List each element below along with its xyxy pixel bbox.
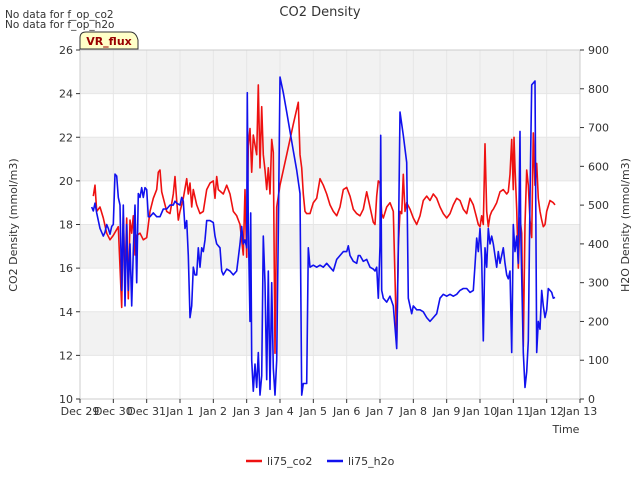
y2-tick-label: 600: [588, 160, 609, 173]
y-tick-label: 20: [59, 175, 73, 188]
x-tick-label: Jan 5: [299, 405, 327, 418]
x-tick-label: Jan 2: [199, 405, 227, 418]
x-axis-label: Time: [552, 423, 580, 436]
series-line-li75_h2o: [90, 76, 556, 396]
y-tick-label: 22: [59, 131, 73, 144]
plot-band: [80, 137, 580, 181]
y2-tick-label: 400: [588, 238, 609, 251]
legend-label-h2o: li75_h2o: [348, 455, 395, 468]
x-tick-label: Jan 3: [232, 405, 260, 418]
x-tick-label: Jan 7: [365, 405, 393, 418]
y-tick-label: 12: [59, 349, 73, 362]
legend: li75_co2 li75_h2o: [246, 455, 395, 468]
y-tick-label: 10: [59, 393, 73, 406]
x-tick-label: Jan 6: [332, 405, 360, 418]
y-tick-label: 16: [59, 262, 73, 275]
site-badge: VR_flux: [79, 31, 139, 50]
y2-tick-label: 0: [588, 393, 595, 406]
y2-axis-ticks: 0 100 200 300 400 500 600 700 800 900: [580, 44, 609, 406]
y2-tick-label: 100: [588, 354, 609, 367]
x-tick-label: Jan 9: [432, 405, 460, 418]
y-tick-label: 26: [59, 44, 73, 57]
y2-tick-label: 900: [588, 44, 609, 57]
x-tick-label: Jan 1: [165, 405, 193, 418]
x-tick-label: Jan 8: [399, 405, 427, 418]
x-tick-label: Dec 31: [127, 405, 166, 418]
plot-band: [80, 93, 580, 138]
x-tick-label: Jan 13: [562, 405, 597, 418]
y-tick-label: 24: [59, 88, 73, 101]
plot-band: [80, 268, 580, 312]
x-tick-label: Dec 29: [61, 405, 100, 418]
x-tick-label: Dec 30: [94, 405, 133, 418]
x-tick-label: Jan 4: [265, 405, 293, 418]
y2-tick-label: 700: [588, 122, 609, 135]
y-axis-ticks: 10 12 14 16 18 20 22 24 26: [59, 44, 80, 406]
series-layer: [90, 76, 556, 396]
x-tick-label: Jan 12: [528, 405, 563, 418]
site-badge-label: VR_flux: [86, 35, 132, 48]
plot-band: [80, 311, 580, 356]
y-tick-label: 14: [59, 306, 73, 319]
plot-band: [80, 355, 580, 399]
y2-tick-label: 800: [588, 83, 609, 96]
no-data-note-co2: No data for f_op_co2: [5, 9, 114, 21]
plot-band: [80, 50, 580, 94]
x-tick-label: Jan 10: [462, 405, 497, 418]
series-line-li75_co2: [92, 84, 556, 355]
y-tick-label: 18: [59, 219, 73, 232]
y2-tick-label: 300: [588, 277, 609, 290]
no-data-note-h2o: No data for f_op_h2o: [5, 19, 114, 31]
legend-label-co2: li75_co2: [267, 455, 312, 468]
x-tick-label: Jan 11: [495, 405, 530, 418]
y2-tick-label: 200: [588, 315, 609, 328]
y-axis-label: CO2 Density (mmol/m3): [7, 158, 20, 291]
chart-title: CO2 Density: [279, 5, 360, 20]
y2-axis-label: H2O Density (mmol/m3): [619, 158, 632, 292]
y2-tick-label: 500: [588, 199, 609, 212]
